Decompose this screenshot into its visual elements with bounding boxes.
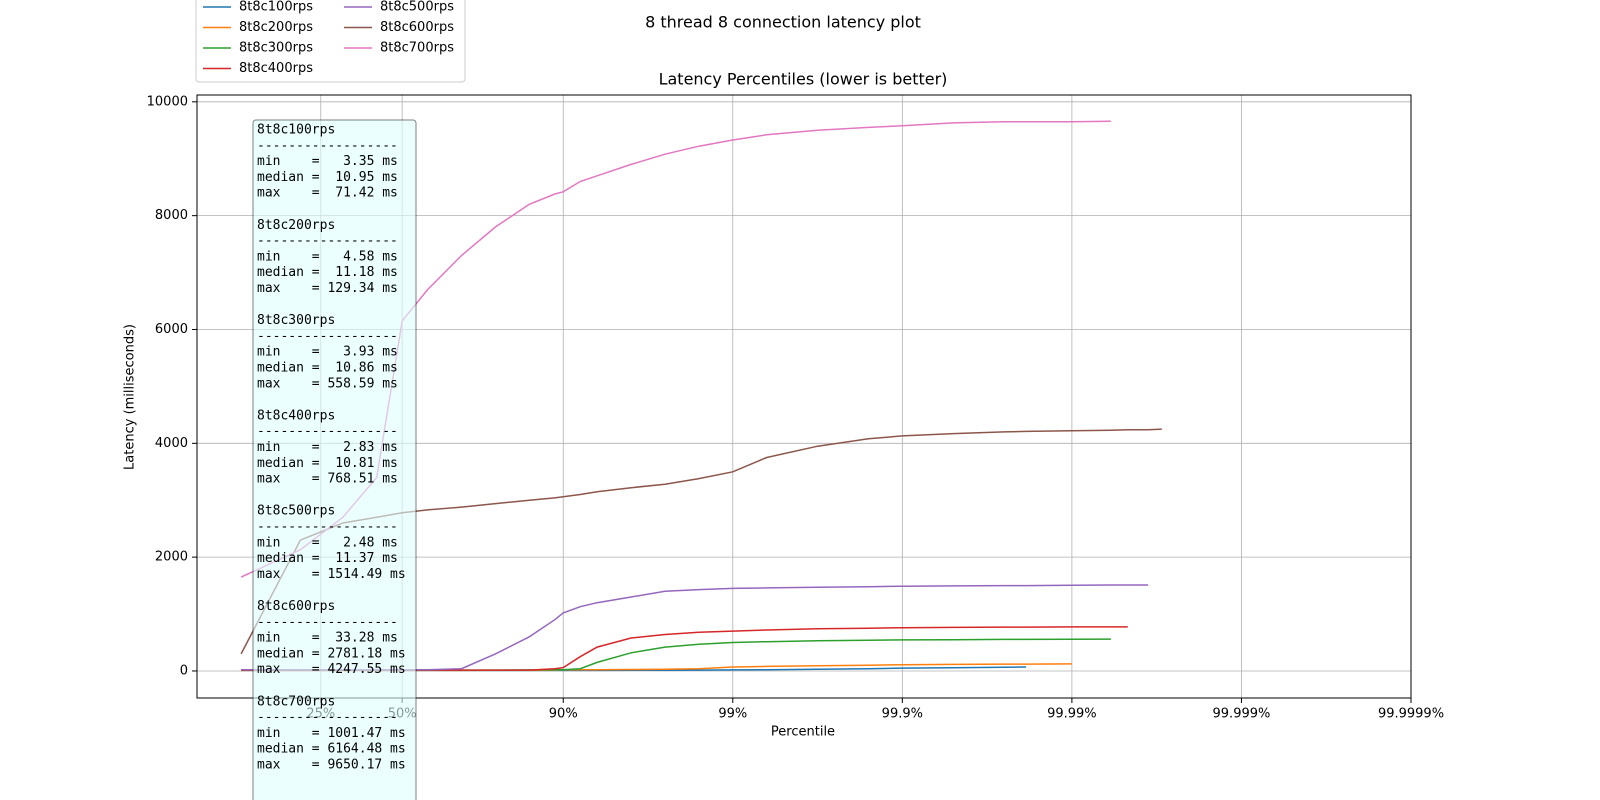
x-tick-label: 99.999% (1213, 707, 1271, 722)
legend-label: 8t8c300rps (239, 41, 313, 56)
x-tick-label: 99.99% (1047, 707, 1097, 722)
y-tick-label: 8000 (155, 208, 188, 223)
y-tick-label: 2000 (155, 550, 188, 565)
y-tick-label: 6000 (155, 322, 188, 337)
stats-line: max = 1514.49 ms (257, 567, 406, 582)
stats-line: median = 10.81 ms (257, 456, 398, 471)
stats-line: min = 3.35 ms (257, 154, 398, 169)
y-tick-label: 0 (180, 663, 188, 678)
stats-line: median = 2781.18 ms (257, 646, 406, 661)
legend-label: 8t8c200rps (239, 20, 313, 35)
y-tick-label: 10000 (147, 94, 188, 109)
stats-line: max = 71.42 ms (257, 186, 398, 201)
stats-line: median = 11.18 ms (257, 265, 398, 280)
stats-line: median = 6164.48 ms (257, 742, 406, 757)
stats-separator: ------------------ (257, 424, 398, 439)
stats-header: 8t8c700rps (257, 694, 335, 709)
stats-line: min = 2.48 ms (257, 535, 398, 550)
x-tick-label: 99.9% (882, 707, 923, 722)
chart-title: Latency Percentiles (lower is better) (659, 70, 948, 89)
suptitle: 8 thread 8 connection latency plot (645, 13, 921, 32)
stats-header: 8t8c600rps (257, 599, 335, 614)
legend-label: 8t8c500rps (380, 0, 454, 15)
stats-line: median = 10.95 ms (257, 170, 398, 185)
stats-line: max = 4247.55 ms (257, 662, 406, 677)
y-axis-label: Latency (milliseconds) (123, 324, 138, 470)
series-line (240, 428, 1162, 655)
stats-separator: ------------------ (257, 234, 398, 249)
stats-header: 8t8c500rps (257, 504, 335, 519)
stats-header: 8t8c400rps (257, 408, 335, 423)
y-tick-label: 4000 (155, 436, 188, 451)
stats-line: max = 129.34 ms (257, 281, 398, 296)
stats-separator: ------------------ (257, 138, 398, 153)
stats-separator: ------------------ (257, 520, 398, 535)
x-tick-label: 99.9999% (1378, 707, 1444, 722)
stats-line: median = 11.37 ms (257, 551, 398, 566)
stats-separator: ------------------ (257, 329, 398, 344)
stats-line: min = 2.83 ms (257, 440, 398, 455)
stats-header: 8t8c200rps (257, 218, 335, 233)
stats-separator: ------------------ (257, 710, 398, 725)
stats-line: min = 3.93 ms (257, 345, 398, 360)
stats-box (252, 119, 417, 800)
stats-line: min = 1001.47 ms (257, 726, 406, 741)
legend-label: 8t8c700rps (380, 41, 454, 56)
stats-line: max = 9650.17 ms (257, 758, 406, 773)
x-tick-label: 90% (549, 707, 578, 722)
stats-line: min = 33.28 ms (257, 631, 398, 646)
legend-label: 8t8c600rps (380, 20, 454, 35)
legend-label: 8t8c400rps (239, 61, 313, 76)
stats-separator: ------------------ (257, 615, 398, 630)
axes-frame (196, 94, 1412, 699)
stats-header: 8t8c100rps (257, 123, 335, 138)
stats-line: min = 4.58 ms (257, 249, 398, 264)
x-tick-label: 99% (718, 707, 747, 722)
stats-line: max = 768.51 ms (257, 472, 398, 487)
stats-line: median = 10.86 ms (257, 361, 398, 376)
stats-header: 8t8c300rps (257, 313, 335, 328)
stats-line: max = 558.59 ms (257, 376, 398, 391)
x-axis-label: Percentile (771, 725, 835, 740)
legend-label: 8t8c100rps (239, 0, 313, 15)
legend-box (195, 0, 466, 83)
